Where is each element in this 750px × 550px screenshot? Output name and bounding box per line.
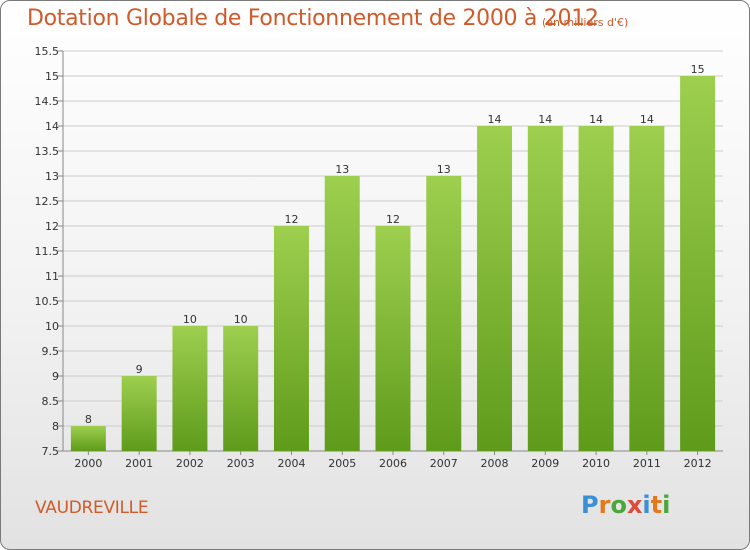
data-label-2003: 10 (234, 313, 248, 326)
commune-name: VAUDREVILLE (35, 498, 149, 518)
x-tick-label-2003: 2003 (227, 457, 255, 470)
y-tick-label: 13 (45, 170, 59, 183)
y-tick-label: 13.5 (35, 145, 60, 158)
data-label-2009: 14 (538, 113, 552, 126)
x-tick-label-2002: 2002 (176, 457, 204, 470)
y-tick-label: 8.5 (42, 395, 60, 408)
bar-2003 (223, 326, 259, 451)
data-labels: 8 9 10 10 12 13 12 13 14 14 14 14 15 (85, 63, 705, 426)
logo-letter: x (626, 491, 643, 519)
y-tick-label: 12.5 (35, 195, 60, 208)
bar-2002 (172, 326, 208, 451)
x-tick-label-2010: 2010 (582, 457, 610, 470)
data-label-2000: 8 (85, 413, 92, 426)
y-tick-label: 10 (45, 320, 59, 333)
chart-unit-note: (en milliers d'€) (542, 16, 629, 29)
x-tick-label-2011: 2011 (633, 457, 661, 470)
bar-2006 (375, 226, 411, 451)
x-tick-label-2009: 2009 (531, 457, 559, 470)
y-tick-label: 12 (45, 220, 59, 233)
y-tick-label: 9 (52, 370, 59, 383)
data-label-2001: 9 (136, 363, 143, 376)
bar-2005 (324, 176, 360, 451)
bar-2010 (578, 126, 614, 451)
bar-2008 (477, 126, 513, 451)
data-label-2002: 10 (183, 313, 197, 326)
logo-letter: i (642, 491, 651, 519)
bar-2011 (629, 126, 665, 451)
y-tick-label: 7.5 (42, 445, 60, 458)
x-tick-label-2012: 2012 (684, 457, 712, 470)
bar-2004 (273, 226, 309, 451)
data-label-2005: 13 (335, 163, 349, 176)
y-tick-label: 14.5 (35, 95, 60, 108)
x-tick-label-2007: 2007 (430, 457, 458, 470)
data-label-2004: 12 (284, 213, 298, 226)
logo-letter: P (581, 491, 599, 519)
logo-letter: i (662, 491, 671, 519)
logo-letter: r (598, 491, 611, 519)
x-tick-label-2006: 2006 (379, 457, 407, 470)
y-tick-label: 10.5 (35, 295, 60, 308)
chart-title: Dotation Globale de Fonctionnement de 20… (27, 6, 599, 31)
bar-2009 (527, 126, 563, 451)
bar-2007 (426, 176, 462, 451)
bar-2012 (680, 76, 716, 451)
y-tick-label: 9.5 (42, 345, 60, 358)
x-tick-labels: 2000 2001 2002 2003 2004 2005 2006 2007 2008 2009… (74, 457, 711, 470)
y-tick-label: 11 (45, 270, 59, 283)
x-tick-label-2005: 2005 (328, 457, 356, 470)
data-label-2010: 14 (589, 113, 603, 126)
logo-letter: o (610, 491, 627, 519)
data-label-2012: 15 (691, 63, 705, 76)
x-tick-label-2004: 2004 (277, 457, 305, 470)
data-label-2007: 13 (437, 163, 451, 176)
y-tick-label: 15.5 (35, 45, 60, 58)
y-tick-label: 8 (52, 420, 59, 433)
y-tick-label: 14 (45, 120, 59, 133)
x-tick-label-2008: 2008 (481, 457, 509, 470)
bars (70, 76, 716, 451)
proxiti-logo[interactable]: Proxiti (581, 491, 670, 519)
data-label-2008: 14 (488, 113, 502, 126)
data-label-2006: 12 (386, 213, 400, 226)
x-tick-label-2001: 2001 (125, 457, 153, 470)
bar-2000 (70, 426, 106, 451)
y-tick-label: 15 (45, 70, 59, 83)
y-tick-label: 11.5 (35, 245, 60, 258)
bar-2001 (121, 376, 157, 451)
x-tick-label-2000: 2000 (74, 457, 102, 470)
logo-letter: t (650, 491, 663, 519)
data-label-2011: 14 (640, 113, 654, 126)
y-tick-labels: 7.5 8 8.5 9 9.5 10 10.5 11 11.5 12 12.5 13 13.5 14 14.… (35, 45, 60, 458)
